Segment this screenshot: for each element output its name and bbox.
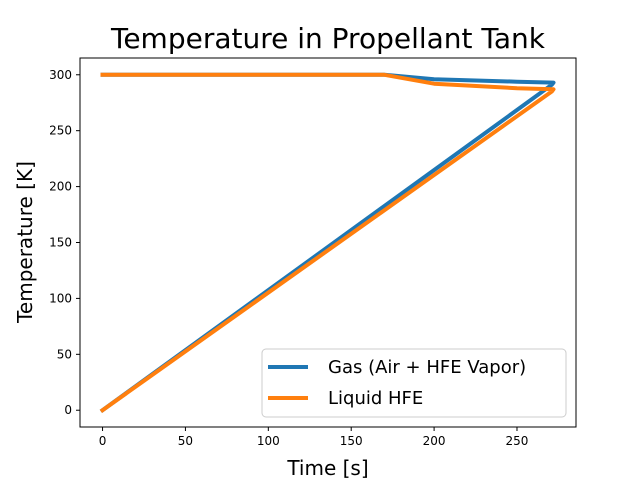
legend: Gas (Air + HFE Vapor) Liquid HFE bbox=[261, 348, 567, 418]
legend-label-gas: Gas (Air + HFE Vapor) bbox=[328, 357, 526, 378]
legend-box bbox=[261, 348, 567, 418]
legend-label-liquid: Liquid HFE bbox=[328, 388, 423, 409]
x-tick-label: 50 bbox=[178, 434, 193, 448]
x-tick-label: 200 bbox=[423, 434, 446, 448]
x-tick-label: 0 bbox=[99, 434, 107, 448]
x-tick-label: 150 bbox=[340, 434, 363, 448]
y-tick-label: 200 bbox=[49, 180, 72, 194]
y-tick-label: 50 bbox=[57, 347, 72, 361]
y-axis-ticks: 0 50 100 150 200 250 300 bbox=[49, 68, 80, 417]
y-tick-label: 150 bbox=[49, 236, 72, 250]
x-axis-ticks: 0 50 100 150 200 250 bbox=[99, 427, 529, 448]
x-tick-label: 100 bbox=[257, 434, 280, 448]
y-tick-label: 100 bbox=[49, 291, 72, 305]
x-tick-label: 250 bbox=[506, 434, 529, 448]
y-tick-label: 300 bbox=[49, 68, 72, 82]
series-line-1 bbox=[99, 72, 556, 413]
plot-series bbox=[99, 72, 556, 413]
y-tick-label: 0 bbox=[64, 403, 72, 417]
y-tick-label: 250 bbox=[49, 124, 72, 138]
y-axis-label: Temperature [K] bbox=[13, 161, 37, 324]
x-axis-label: Time [s] bbox=[286, 456, 368, 480]
chart-title: Temperature in Propellant Tank bbox=[110, 22, 546, 55]
